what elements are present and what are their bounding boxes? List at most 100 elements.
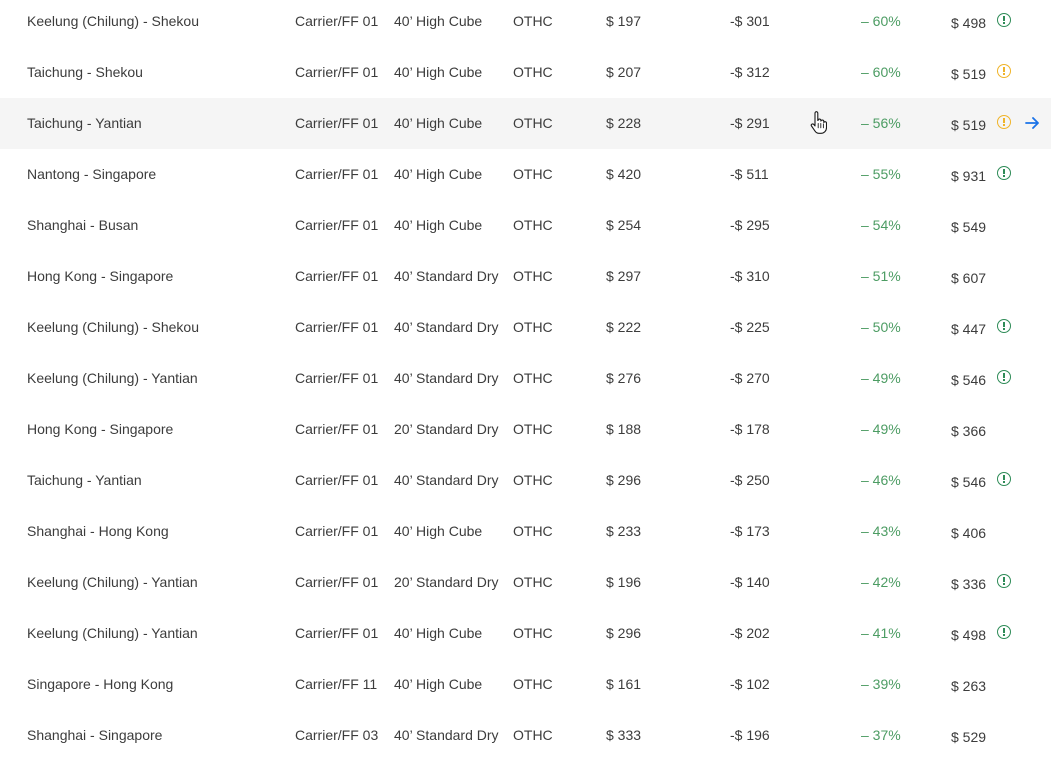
total-cell: $ 406 <box>951 525 987 541</box>
table-row[interactable]: Taichung - Yantian Carrier/FF 01 40’ High … <box>0 98 1051 149</box>
charge-type-cell: OTHC <box>513 727 553 743</box>
charge-type-cell: OTHC <box>513 64 553 80</box>
difference-cell: -$ 202 <box>730 625 770 641</box>
rate-cell: $ 254 <box>606 217 642 233</box>
carrier-cell: Carrier/FF 01 <box>295 166 379 182</box>
rate-cell: $ 333 <box>606 727 642 743</box>
rate-cell: $ 197 <box>606 13 642 29</box>
charge-type-cell: OTHC <box>513 319 553 335</box>
table-row[interactable]: Shanghai - Hong Kong Carrier/FF 01 40’ Hig… <box>0 506 1051 557</box>
carrier-cell: Carrier/FF 01 <box>295 472 379 488</box>
equipment-cell: 20’ Standard Dry <box>394 574 499 590</box>
exclamation-circle-icon[interactable] <box>997 370 1011 384</box>
charge-type-cell: OTHC <box>513 523 553 539</box>
exclamation-circle-icon[interactable] <box>997 115 1011 129</box>
carrier-cell: Carrier/FF 01 <box>295 268 379 284</box>
charge-type-cell: OTHC <box>513 472 553 488</box>
alert-cell[interactable] <box>997 302 1013 352</box>
charge-type-cell: OTHC <box>513 421 553 437</box>
table-row[interactable]: Keelung (Chilung) - Yantian Carrier/FF 01… <box>0 353 1051 404</box>
percent-change-cell: – 55% <box>861 166 901 182</box>
row-action-cell[interactable] <box>1024 98 1044 148</box>
difference-cell: -$ 295 <box>730 217 770 233</box>
alert-cell[interactable] <box>997 98 1013 148</box>
charge-type-cell: OTHC <box>513 625 553 641</box>
charge-type-cell: OTHC <box>513 268 553 284</box>
total-cell: $ 546 <box>951 474 987 490</box>
exclamation-circle-icon[interactable] <box>997 64 1011 78</box>
exclamation-circle-icon[interactable] <box>997 472 1011 486</box>
route-cell: Shanghai - Busan <box>27 217 139 233</box>
table-row[interactable]: Shanghai - Singapore Carrier/FF 03 40’ Sta… <box>0 710 1051 761</box>
equipment-cell: 40’ Standard Dry <box>394 268 499 284</box>
total-cell: $ 519 <box>951 66 987 82</box>
arrow-right-icon[interactable] <box>1024 115 1042 131</box>
percent-change-cell: – 49% <box>861 421 901 437</box>
alert-cell[interactable] <box>997 608 1013 658</box>
equipment-cell: 40’ High Cube <box>394 64 483 80</box>
percent-change-cell: – 39% <box>861 676 901 692</box>
percent-change-cell: – 56% <box>861 115 901 131</box>
total-cell: $ 549 <box>951 219 987 235</box>
charge-type-cell: OTHC <box>513 676 553 692</box>
charge-type-cell: OTHC <box>513 217 553 233</box>
route-cell: Hong Kong - Singapore <box>27 268 174 284</box>
equipment-cell: 20’ Standard Dry <box>394 421 499 437</box>
equipment-cell: 40’ Standard Dry <box>394 319 499 335</box>
table-row[interactable]: Keelung (Chilung) - Yantian Carrier/FF 01… <box>0 557 1051 608</box>
alert-cell[interactable] <box>997 149 1013 199</box>
exclamation-circle-icon[interactable] <box>997 319 1011 333</box>
alert-cell[interactable] <box>997 455 1013 505</box>
route-cell: Nantong - Singapore <box>27 166 157 182</box>
percent-change-cell: – 46% <box>861 472 901 488</box>
table-row[interactable]: Taichung - Yantian Carrier/FF 01 40’ Stand… <box>0 455 1051 506</box>
rate-cell: $ 296 <box>606 472 642 488</box>
route-cell: Singapore - Hong Kong <box>27 676 174 692</box>
table-row[interactable]: Hong Kong - Singapore Carrier/FF 01 20’ St… <box>0 404 1051 455</box>
table-row[interactable]: Nantong - Singapore Carrier/FF 01 40’ High… <box>0 149 1051 200</box>
difference-cell: -$ 270 <box>730 370 770 386</box>
carrier-cell: Carrier/FF 01 <box>295 370 379 386</box>
exclamation-circle-icon[interactable] <box>997 625 1011 639</box>
table-row[interactable]: Taichung - Shekou Carrier/FF 01 40’ High C… <box>0 47 1051 98</box>
percent-change-cell: – 43% <box>861 523 901 539</box>
table-row[interactable]: Keelung (Chilung) - Yantian Carrier/FF 01… <box>0 608 1051 659</box>
total-cell: $ 519 <box>951 117 987 133</box>
route-cell: Keelung (Chilung) - Yantian <box>27 625 198 641</box>
rate-cell: $ 296 <box>606 625 642 641</box>
charge-type-cell: OTHC <box>513 574 553 590</box>
alert-cell[interactable] <box>997 557 1013 607</box>
route-cell: Taichung - Yantian <box>27 115 142 131</box>
exclamation-circle-icon[interactable] <box>997 13 1011 27</box>
total-cell: $ 498 <box>951 15 987 31</box>
difference-cell: -$ 301 <box>730 13 770 29</box>
difference-cell: -$ 178 <box>730 421 770 437</box>
equipment-cell: 40’ High Cube <box>394 523 483 539</box>
rate-cell: $ 297 <box>606 268 642 284</box>
table-row[interactable]: Keelung (Chilung) - Shekou Carrier/FF 01 4… <box>0 0 1051 47</box>
exclamation-circle-icon[interactable] <box>997 574 1011 588</box>
exclamation-circle-icon[interactable] <box>997 166 1011 180</box>
rate-cell: $ 228 <box>606 115 642 131</box>
total-cell: $ 607 <box>951 270 987 286</box>
table-row[interactable]: Keelung (Chilung) - Shekou Carrier/FF 01 4… <box>0 302 1051 353</box>
route-cell: Shanghai - Hong Kong <box>27 523 169 539</box>
percent-change-cell: – 51% <box>861 268 901 284</box>
alert-cell[interactable] <box>997 353 1013 403</box>
rate-cell: $ 188 <box>606 421 642 437</box>
charge-type-cell: OTHC <box>513 13 553 29</box>
table-row[interactable]: Shanghai - Busan Carrier/FF 01 40’ High Cu… <box>0 200 1051 251</box>
table-row[interactable]: Hong Kong - Singapore Carrier/FF 01 40’ St… <box>0 251 1051 302</box>
hand-pointer-cursor-icon <box>810 111 827 134</box>
route-cell: Keelung (Chilung) - Yantian <box>27 370 198 386</box>
table-row[interactable]: Singapore - Hong Kong Carrier/FF 11 40’ Hi… <box>0 659 1051 710</box>
route-cell: Taichung - Shekou <box>27 64 143 80</box>
equipment-cell: 40’ Standard Dry <box>394 472 499 488</box>
difference-cell: -$ 312 <box>730 64 770 80</box>
carrier-cell: Carrier/FF 03 <box>295 727 379 743</box>
alert-cell[interactable] <box>997 0 1013 46</box>
difference-cell: -$ 173 <box>730 523 770 539</box>
alert-cell[interactable] <box>997 47 1013 97</box>
equipment-cell: 40’ High Cube <box>394 115 483 131</box>
route-cell: Shanghai - Singapore <box>27 727 163 743</box>
